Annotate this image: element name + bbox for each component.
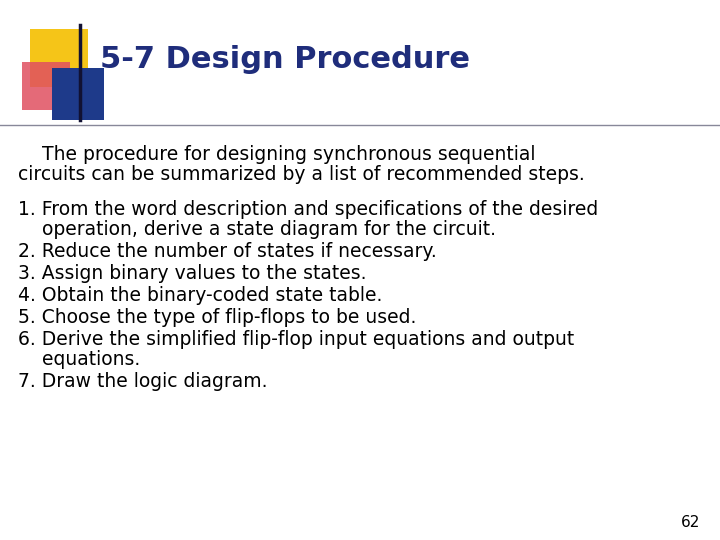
- Bar: [22, 62, 70, 110]
- Text: equations.: equations.: [18, 350, 140, 369]
- Text: 5. Choose the type of flip-flops to be used.: 5. Choose the type of flip-flops to be u…: [18, 308, 416, 327]
- Text: 1. From the word description and specifications of the desired: 1. From the word description and specifi…: [18, 200, 598, 219]
- Text: 5-7 Design Procedure: 5-7 Design Procedure: [100, 45, 470, 75]
- Text: 7. Draw the logic diagram.: 7. Draw the logic diagram.: [18, 372, 268, 391]
- Bar: [30, 29, 88, 87]
- Text: 3. Assign binary values to the states.: 3. Assign binary values to the states.: [18, 264, 366, 283]
- Text: 2. Reduce the number of states if necessary.: 2. Reduce the number of states if necess…: [18, 242, 437, 261]
- Text: 4. Obtain the binary-coded state table.: 4. Obtain the binary-coded state table.: [18, 286, 382, 305]
- Text: circuits can be summarized by a list of recommended steps.: circuits can be summarized by a list of …: [18, 165, 585, 184]
- Text: The procedure for designing synchronous sequential: The procedure for designing synchronous …: [18, 145, 536, 164]
- Bar: [52, 68, 104, 120]
- Text: 62: 62: [680, 515, 700, 530]
- Text: 6. Derive the simplified flip-flop input equations and output: 6. Derive the simplified flip-flop input…: [18, 330, 575, 349]
- Text: operation, derive a state diagram for the circuit.: operation, derive a state diagram for th…: [18, 220, 496, 239]
